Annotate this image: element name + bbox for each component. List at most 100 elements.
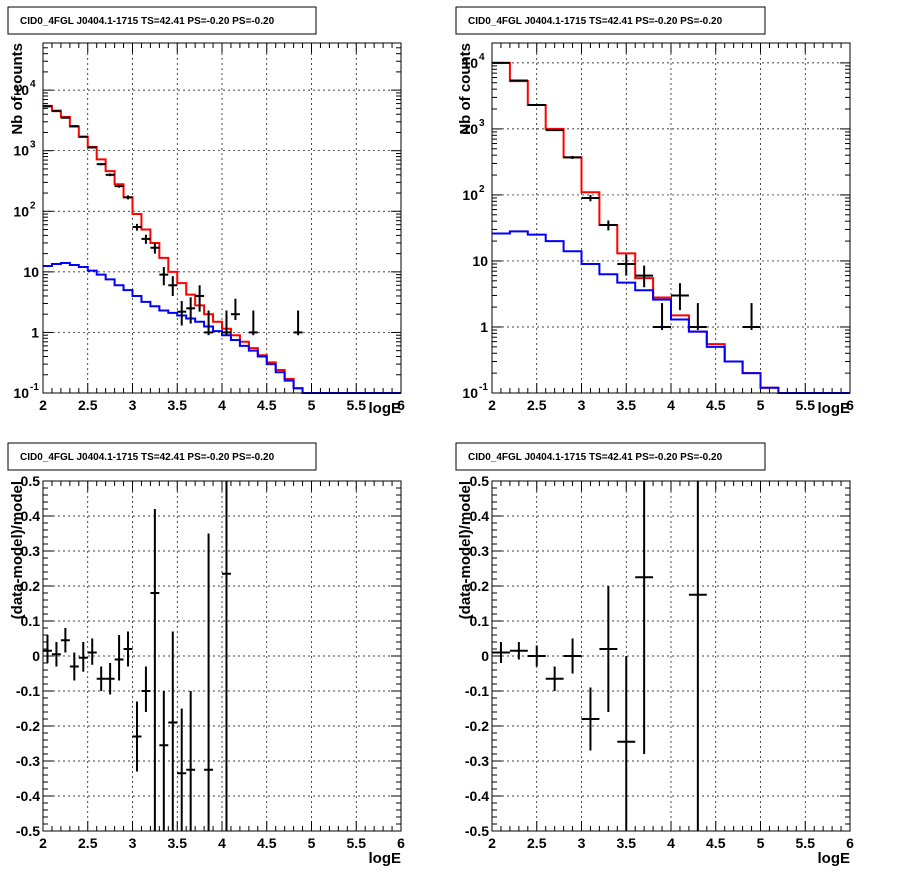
y-tick-label: -0.2 xyxy=(16,718,40,734)
data-point xyxy=(159,267,169,286)
data-point xyxy=(545,129,564,132)
y-tick-label: 10 xyxy=(13,82,29,98)
data-point xyxy=(150,509,160,831)
y-tick-label: 0.1 xyxy=(470,613,490,629)
plot-frame xyxy=(491,42,851,394)
title-box xyxy=(455,6,766,35)
panel-top-left: CID0_4FGL J0404.1-1715 TS=42.41 PS=-0.20… xyxy=(7,6,405,417)
data-point xyxy=(60,628,70,653)
x-tick-label: 3 xyxy=(129,835,137,851)
data-point xyxy=(617,254,636,276)
data-point xyxy=(617,656,636,831)
y-axis-title: (data-model)/model xyxy=(9,481,26,619)
data-point xyxy=(60,116,70,119)
y-tick-label: 0.1 xyxy=(21,613,41,629)
panel-bottom-left: CID0_4FGL J0404.1-1715 TS=42.41 PS=-0.20… xyxy=(7,442,405,867)
data-point xyxy=(43,105,52,108)
chart-title: CID0_4FGL J0404.1-1715 TS=42.41 PS=-0.20… xyxy=(20,452,275,463)
plot-frame xyxy=(42,42,402,394)
data-point xyxy=(492,61,510,64)
x-tick-label: 5.5 xyxy=(796,835,816,851)
y-tick-exponent: 2 xyxy=(30,200,36,211)
x-axis-title: logE xyxy=(818,400,851,417)
data-point xyxy=(230,298,240,321)
y-tick-label: 0.2 xyxy=(470,578,490,594)
x-tick-label: 3 xyxy=(578,835,586,851)
x-tick-label: 2.5 xyxy=(78,397,98,413)
data-point xyxy=(159,691,169,831)
x-tick-label: 6 xyxy=(397,835,405,851)
y-tick-label: 0.3 xyxy=(470,543,490,559)
tick-labels: 2 2.5 3 3.5 4 4.5 5 5.5 6 -0.5 -0.4 -0.3 -0.2 -0.1 0 0.… xyxy=(16,473,405,851)
data-point xyxy=(688,481,707,831)
data-points xyxy=(492,481,707,831)
data-point xyxy=(222,310,231,336)
data-point xyxy=(43,635,52,663)
y-tick-label: 1 xyxy=(480,319,488,335)
x-tick-label: 4 xyxy=(667,397,675,413)
y-tick-exponent: 4 xyxy=(479,52,485,63)
x-tick-label: 4.5 xyxy=(257,835,277,851)
data-point xyxy=(168,631,178,831)
data-point xyxy=(123,195,133,200)
data-points xyxy=(43,481,231,831)
data-point xyxy=(492,642,510,663)
x-tick-label: 4 xyxy=(667,835,675,851)
data-point xyxy=(114,184,124,188)
data-point xyxy=(150,242,160,254)
x-tick-label: 4.5 xyxy=(706,835,726,851)
x-tick-label: 3.5 xyxy=(617,397,637,413)
x-tick-label: 3.5 xyxy=(168,835,188,851)
x-tick-label: 2.5 xyxy=(527,397,547,413)
data-point xyxy=(635,481,654,754)
data-point xyxy=(527,104,546,107)
x-tick-label: 4 xyxy=(218,835,226,851)
y-tick-label: -0.5 xyxy=(16,823,40,839)
y-tick-label: 10 xyxy=(13,385,29,401)
data-point xyxy=(195,285,205,312)
chart-title: CID0_4FGL J0404.1-1715 TS=42.41 PS=-0.20… xyxy=(20,16,275,27)
y-tick-label: -0.5 xyxy=(465,823,489,839)
y-tick-label: 10 xyxy=(472,253,488,269)
data-point xyxy=(509,79,528,82)
data-point xyxy=(78,135,88,138)
data-point xyxy=(141,234,151,244)
x-tick-label: 4.5 xyxy=(706,397,726,413)
title-box xyxy=(7,6,317,35)
panel-top-right: CID0_4FGL J0404.1-1715 TS=42.41 PS=-0.20… xyxy=(455,6,854,417)
plot-frame xyxy=(42,480,402,832)
data-point xyxy=(132,223,142,231)
data-point xyxy=(87,638,97,665)
data-point xyxy=(248,310,258,336)
y-tick-label: 0.5 xyxy=(21,473,41,489)
axis-ticks xyxy=(42,42,402,394)
data-point xyxy=(204,310,214,336)
data-point xyxy=(168,276,178,296)
y-axis-title: Nb of counts xyxy=(457,43,474,135)
x-tick-label: 6 xyxy=(397,397,405,413)
data-point xyxy=(123,631,133,667)
title-box xyxy=(455,442,766,471)
data-point xyxy=(742,303,761,330)
model-component-line xyxy=(492,230,850,394)
data-point xyxy=(671,283,689,311)
y-tick-exponent: 2 xyxy=(479,184,485,195)
y-tick-label: 0.3 xyxy=(21,543,41,559)
y-axis-title: Nb of counts xyxy=(9,43,26,135)
y-axis-title: (data-model)/model xyxy=(457,481,474,619)
data-point xyxy=(51,110,61,113)
y-tick-exponent: -1 xyxy=(30,382,39,393)
y-tick-label: -0.1 xyxy=(16,683,40,699)
data-point xyxy=(581,194,600,202)
data-point xyxy=(545,666,564,691)
data-point xyxy=(105,173,115,177)
data-point xyxy=(599,586,618,712)
y-tick-label: -0.1 xyxy=(465,683,489,699)
y-tick-label: 10 xyxy=(462,55,478,71)
x-tick-label: 3.5 xyxy=(617,835,637,851)
data-point xyxy=(96,163,106,166)
data-point xyxy=(688,303,707,330)
data-point xyxy=(78,642,88,672)
data-point xyxy=(69,652,79,681)
